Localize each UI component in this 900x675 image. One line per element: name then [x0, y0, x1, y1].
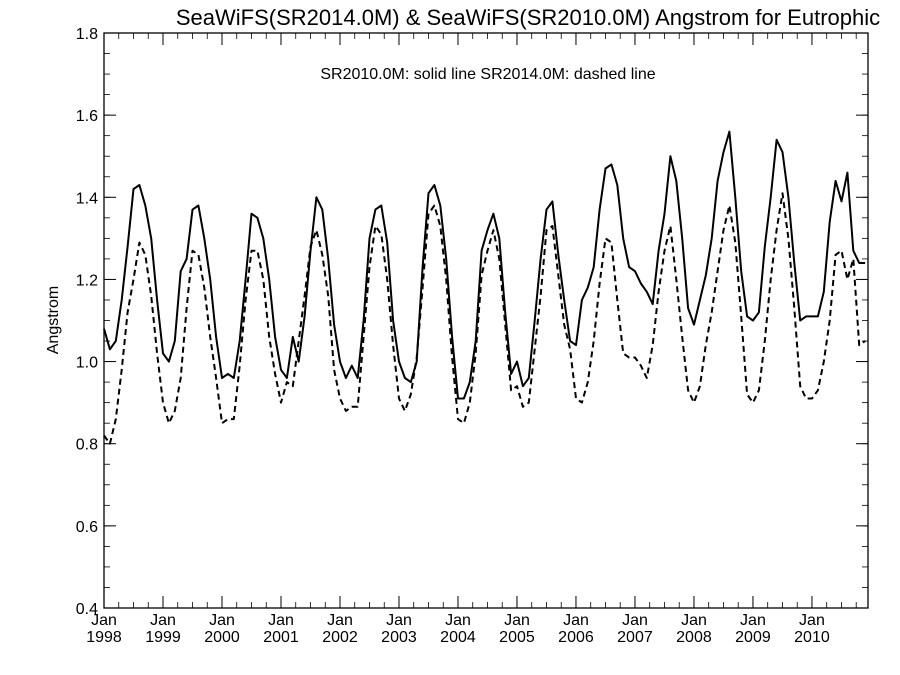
- y-axis-label: Angstrom: [45, 286, 62, 354]
- x-tick-label-month: Jan: [386, 612, 412, 629]
- x-tick-label-year: 2008: [676, 629, 712, 646]
- x-tick-label-month: Jan: [740, 612, 766, 629]
- x-tick-label-year: 2005: [499, 629, 535, 646]
- x-axis-ticks: Jan1998Jan1999Jan2000Jan2001Jan2002Jan20…: [86, 33, 857, 646]
- series-layer: [103, 130, 866, 445]
- x-tick-label-year: 2000: [204, 629, 240, 646]
- y-tick-label: 1.6: [76, 108, 98, 125]
- x-tick-label-year: 2004: [440, 629, 476, 646]
- x-tick-label-year: 2007: [617, 629, 653, 646]
- x-tick-label-month: Jan: [91, 612, 117, 629]
- x-tick-label-year: 2001: [263, 629, 299, 646]
- x-tick-label-month: Jan: [563, 612, 589, 629]
- x-tick-label-month: Jan: [799, 612, 825, 629]
- x-tick-label-month: Jan: [504, 612, 530, 629]
- x-tick-label-year: 2009: [735, 629, 771, 646]
- line-style-annotation: SR2010.0M: solid line SR2014.0M: dashed …: [320, 66, 655, 83]
- y-tick-label: 0.6: [76, 519, 98, 536]
- x-tick-label-month: Jan: [327, 612, 353, 629]
- series-line-sr2010-0m: [103, 130, 866, 400]
- chart-title: SeaWiFS(SR2014.0M) & SeaWiFS(SR2010.0M) …: [176, 5, 880, 30]
- x-tick-label-month: Jan: [681, 612, 707, 629]
- x-tick-label-month: Jan: [209, 612, 235, 629]
- y-tick-label: 1.2: [76, 272, 98, 289]
- x-tick-label-year: 1999: [145, 629, 181, 646]
- y-tick-label: 1.4: [76, 190, 98, 207]
- x-tick-label-year: 2003: [381, 629, 417, 646]
- x-tick-label-year: 1998: [86, 629, 122, 646]
- y-axis-ticks: 0.4 0.6 0.8 1.0 1.2 1.4 1.6 1.8: [76, 26, 868, 618]
- x-tick-label-year: 2002: [322, 629, 358, 646]
- x-tick-label-year: 2006: [558, 629, 594, 646]
- series-line-sr2014-0m: [103, 192, 866, 445]
- y-tick-label: 1.0: [76, 355, 98, 372]
- y-tick-label: 0.8: [76, 437, 98, 454]
- x-tick-label-month: Jan: [150, 612, 176, 629]
- y-tick-label: 0.4: [76, 601, 98, 618]
- x-tick-label-month: Jan: [268, 612, 294, 629]
- y-tick-label: 1.8: [76, 26, 98, 43]
- x-tick-label-year: 2010: [794, 629, 830, 646]
- x-tick-label-month: Jan: [622, 612, 648, 629]
- x-tick-label-month: Jan: [445, 612, 471, 629]
